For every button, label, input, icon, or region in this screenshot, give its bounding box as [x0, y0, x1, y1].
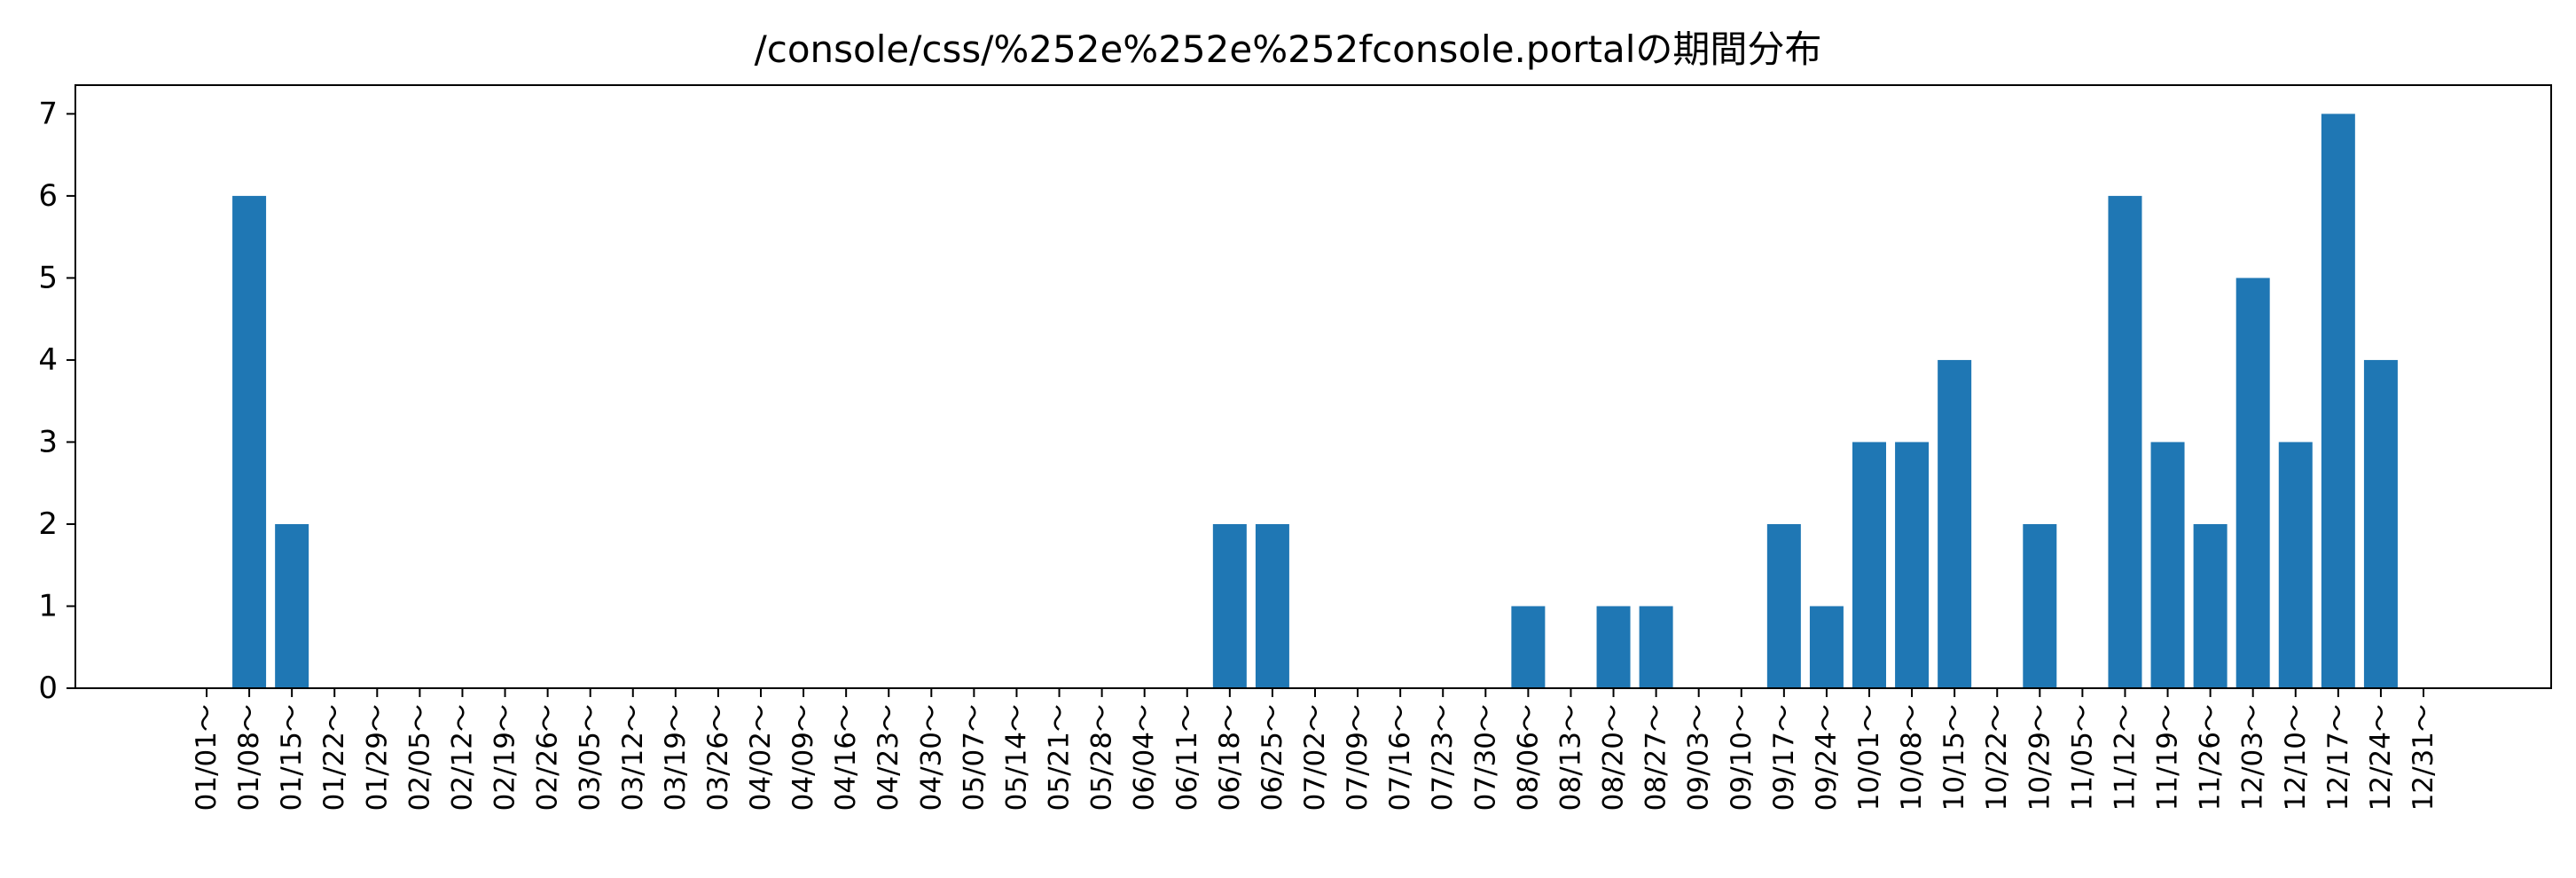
x-tick-label-5: 02/05～ [403, 704, 435, 811]
x-tick-label-35: 09/03～ [1683, 704, 1715, 811]
x-tick-label-26: 07/02～ [1299, 704, 1331, 811]
bar-48 [2235, 278, 2270, 688]
x-tick-label-45: 11/12～ [2109, 704, 2141, 811]
x-tick-label-32: 08/13～ [1554, 704, 1586, 811]
x-tick-label-7: 02/19～ [489, 704, 521, 811]
x-tick-label-11: 03/19～ [660, 704, 692, 811]
x-tick-label-37: 09/17～ [1768, 704, 1800, 811]
x-tick-label-31: 08/06～ [1512, 704, 1544, 811]
x-tick-label-4: 01/29～ [361, 704, 393, 811]
bar-25 [1255, 523, 1289, 688]
y-tick-label-5: 5 [38, 260, 58, 295]
bar-24 [1212, 523, 1247, 688]
x-tick-label-18: 05/07～ [958, 704, 990, 811]
bar-33 [1596, 606, 1631, 688]
x-tick-label-28: 07/16～ [1384, 704, 1416, 811]
x-tick-label-40: 10/08～ [1896, 704, 1928, 811]
x-tick-label-19: 05/14～ [1000, 704, 1032, 811]
x-tick-label-10: 03/12～ [617, 704, 649, 811]
y-tick-label-7: 7 [38, 96, 58, 131]
bar-50 [2321, 114, 2355, 688]
y-tick-label-6: 6 [38, 178, 58, 214]
y-tick-label-4: 4 [38, 342, 58, 378]
y-tick-label-3: 3 [38, 424, 58, 459]
plot-frame [74, 84, 2552, 689]
x-tick-label-14: 04/09～ [787, 704, 819, 811]
bar-46 [2150, 442, 2185, 688]
x-tick-label-24: 06/18～ [1214, 704, 1246, 811]
x-tick-label-3: 01/22～ [318, 704, 350, 811]
x-tick-label-48: 12/03～ [2237, 704, 2269, 811]
x-tick-label-27: 07/09～ [1342, 704, 1374, 811]
bars-layer [232, 114, 2398, 689]
bar-31 [1511, 606, 1546, 688]
x-tick-label-15: 04/16～ [830, 704, 862, 811]
bar-51 [2363, 359, 2398, 688]
bar-49 [2278, 442, 2313, 688]
x-tick-label-46: 11/19～ [2152, 704, 2184, 811]
x-tick-label-39: 10/01～ [1853, 704, 1885, 811]
x-tick-label-6: 02/12～ [446, 704, 478, 811]
y-tick-label-0: 0 [38, 670, 58, 706]
bar-37 [1766, 523, 1801, 688]
x-tick-label-30: 07/30～ [1469, 704, 1501, 811]
x-tick-label-38: 09/24～ [1811, 704, 1843, 811]
x-tick-label-50: 12/17～ [2322, 704, 2354, 811]
bar-1 [232, 195, 267, 689]
x-tick-label-1: 01/08～ [233, 704, 265, 811]
y-tick-label-2: 2 [38, 506, 58, 542]
bar-34 [1639, 606, 1673, 688]
x-axis: 01/01～ 01/08～ 01/15～ 01/22～ 01/29～ 02/05～ 02/1… [191, 688, 2439, 811]
x-tick-label-16: 04/23～ [873, 704, 904, 811]
bar-41 [1938, 359, 1972, 688]
x-tick-label-52: 12/31～ [2408, 704, 2439, 811]
bar-45 [2108, 195, 2142, 689]
bar-38 [1809, 606, 1844, 688]
bar-40 [1895, 442, 1930, 688]
x-tick-label-2: 01/15～ [276, 704, 308, 811]
x-tick-label-34: 08/27～ [1640, 704, 1672, 811]
x-tick-label-22: 06/04～ [1129, 704, 1161, 811]
x-tick-label-12: 03/26～ [702, 704, 734, 811]
x-tick-label-8: 02/26～ [532, 704, 564, 811]
x-tick-label-41: 10/15～ [1938, 704, 1970, 811]
x-tick-label-25: 06/25～ [1257, 704, 1288, 811]
x-tick-label-13: 04/02～ [745, 704, 777, 811]
bar-39 [1852, 442, 1886, 688]
bar-43 [2023, 523, 2057, 688]
x-tick-label-23: 06/11～ [1171, 704, 1203, 811]
x-tick-label-49: 12/10～ [2280, 704, 2312, 811]
chart-title: /console/css/%252e%252e%252fconsole.port… [754, 27, 1822, 71]
x-tick-label-43: 10/29～ [2024, 704, 2055, 811]
bar-2 [275, 523, 309, 688]
x-tick-label-51: 12/24～ [2365, 704, 2397, 811]
x-tick-label-29: 07/23～ [1427, 704, 1459, 811]
y-tick-label-1: 1 [38, 588, 58, 623]
x-tick-label-0: 01/01～ [191, 704, 223, 811]
x-tick-label-44: 11/05～ [2066, 704, 2098, 811]
x-tick-label-47: 11/26～ [2195, 704, 2227, 811]
x-tick-label-9: 03/05～ [575, 704, 607, 811]
bar-47 [2193, 523, 2228, 688]
x-tick-label-33: 08/20～ [1598, 704, 1630, 811]
x-tick-label-36: 09/10～ [1726, 704, 1758, 811]
x-tick-label-42: 10/22～ [1981, 704, 2013, 811]
x-tick-label-21: 05/28～ [1086, 704, 1118, 811]
y-axis: 0 1 2 3 4 5 6 7 [38, 96, 75, 706]
x-tick-label-20: 05/21～ [1044, 704, 1076, 811]
x-tick-label-17: 04/30～ [915, 704, 947, 811]
